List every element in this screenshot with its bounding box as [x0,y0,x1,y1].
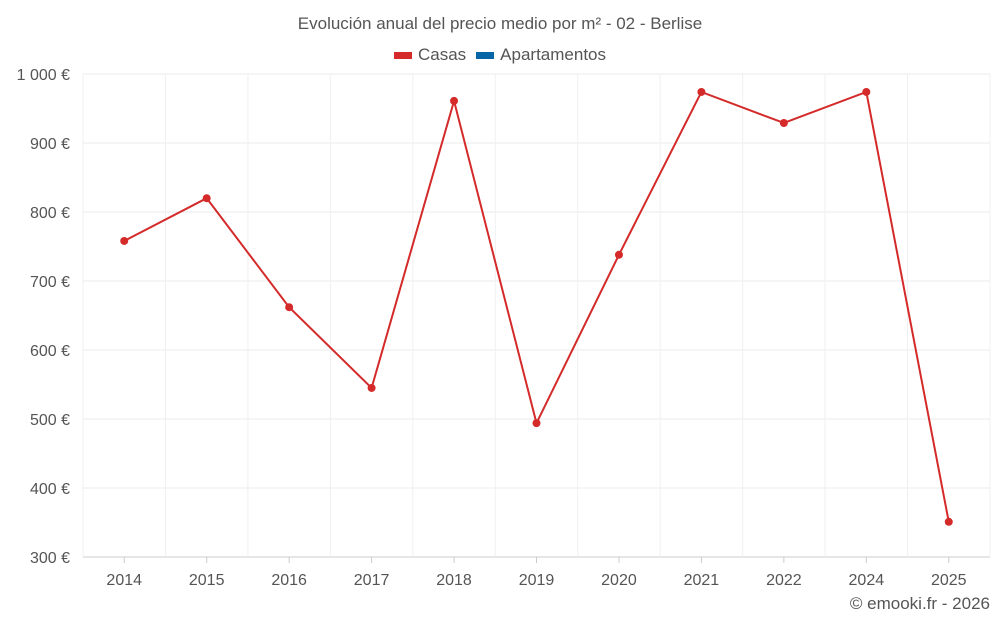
legend: Casas Apartamentos [0,45,1000,65]
x-tick-label: 2020 [601,572,637,589]
y-tick-label: 400 € [30,481,70,498]
data-point-casas [779,118,788,127]
x-tick-label: 2016 [271,572,307,589]
chart-title: Evolución anual del precio medio por m² … [297,14,703,33]
data-point-casas [202,194,211,203]
data-point-casas [450,96,459,105]
legend-label-apartamentos: Apartamentos [500,45,607,64]
legend-item-apartamentos[interactable]: Apartamentos [476,45,606,65]
y-tick-label: 1 000 € [17,67,70,84]
x-tick-label: 2024 [849,572,885,589]
data-point-casas [120,236,129,245]
data-point-casas [532,419,541,428]
x-tick-label: 2021 [684,572,720,589]
data-point-casas [697,87,706,96]
x-tick-label: 2015 [189,572,225,589]
data-point-casas [367,383,376,392]
legend-swatch-apartamentos [476,51,495,59]
data-point-casas [862,87,871,96]
data-point-casas [614,250,623,259]
y-tick-label: 300 € [30,550,70,567]
credit-text: © emooki.fr - 2026 [849,594,990,613]
x-tick-label: 2017 [354,572,390,589]
x-tick-label: 2014 [106,572,142,589]
y-tick-label: 500 € [30,412,70,429]
x-tick-label: 2018 [436,572,472,589]
x-tick-label: 2022 [766,572,802,589]
y-tick-label: 600 € [30,343,70,360]
legend-item-casas[interactable]: Casas [393,45,467,65]
y-tick-label: 800 € [30,205,70,222]
data-point-casas [944,517,953,526]
y-tick-label: 700 € [30,274,70,291]
y-tick-label: 900 € [30,136,70,153]
legend-label-casas: Casas [417,45,467,64]
x-tick-label: 2019 [519,572,555,589]
data-point-casas [285,303,294,312]
legend-swatch-casas [393,51,412,59]
x-tick-label: 2025 [931,572,967,589]
